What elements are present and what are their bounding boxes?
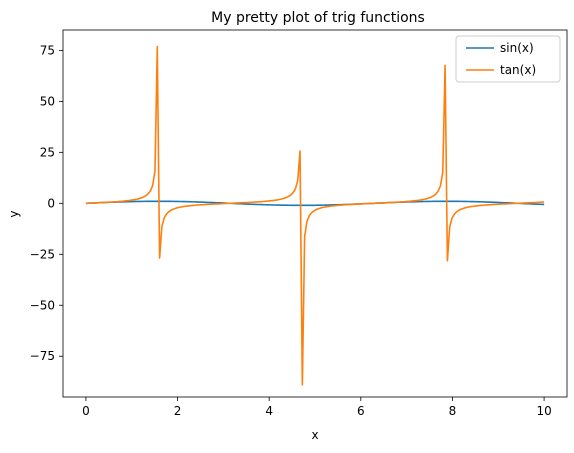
y-axis-label: y [7,210,21,217]
series-layer [85,45,545,386]
legend: sin(x) tan(x) [455,35,561,83]
y-tick-label: 75 [40,43,55,57]
x-tick-label: 8 [449,404,457,418]
x-axis-ticks: 0 2 4 6 8 10 [82,397,552,418]
y-tick-label: −25 [30,247,55,261]
series-line-tan [85,45,545,386]
x-axis-label: x [311,428,318,442]
y-axis-ticks: −75 −50 −25 0 25 50 75 [30,43,63,363]
y-tick-label: 0 [47,196,55,210]
y-tick-label: −50 [30,298,55,312]
plot-frame [62,29,568,398]
x-tick-label: 0 [82,404,90,418]
x-tick-label: 4 [265,404,273,418]
x-tick-label: 6 [357,404,365,418]
x-tick-label: 2 [174,404,182,418]
legend-label-tan: tan(x) [500,63,536,77]
legend-label-sin: sin(x) [500,41,534,55]
chart-title: My pretty plot of trig functions [211,10,425,26]
y-tick-label: −75 [30,349,55,363]
y-tick-label: 25 [40,145,55,159]
series-line-sin [85,200,545,207]
y-tick-label: 50 [40,94,55,108]
x-tick-label: 10 [536,404,551,418]
